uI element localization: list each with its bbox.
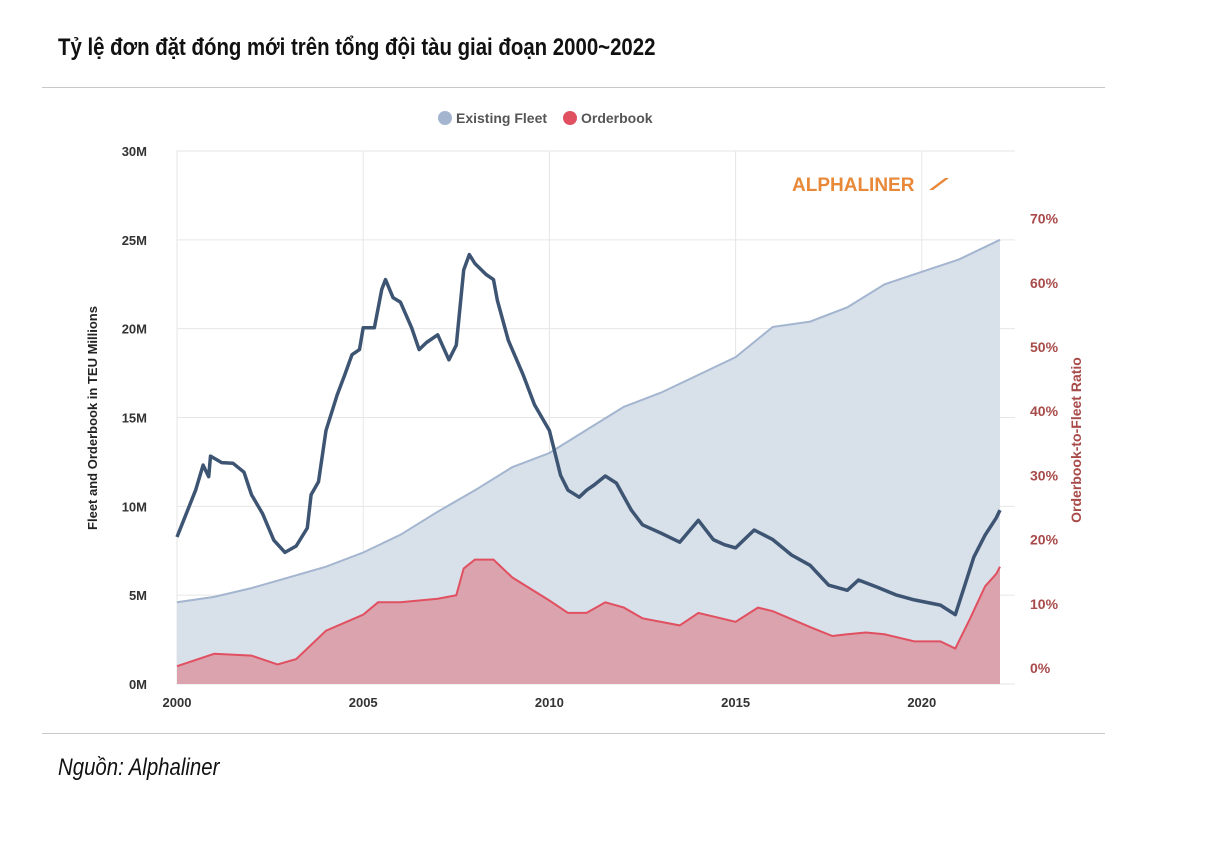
y-tick-label: 15M	[122, 411, 147, 426]
x-tick-label: 2005	[349, 695, 378, 710]
x-tick-label: 2015	[721, 695, 750, 710]
y2-tick-label: 40%	[1030, 403, 1059, 419]
legend-fleet-label: Existing Fleet	[456, 110, 547, 126]
bottom-divider	[42, 733, 1105, 734]
logo-swoosh-icon	[929, 178, 949, 190]
y-tick-label: 0M	[129, 677, 147, 692]
y2-tick-label: 30%	[1030, 467, 1059, 483]
legend-fleet-marker	[438, 111, 452, 125]
existing-fleet-area	[177, 239, 1000, 685]
existing-fleet-line	[176, 238, 1001, 604]
ratio-line	[175, 252, 1002, 617]
orderbook-line	[176, 558, 1001, 668]
y-tick-label: 30M	[122, 144, 147, 159]
orderbook-area	[177, 559, 1000, 684]
y-tick-label: 5M	[129, 588, 147, 603]
y2-tick-label: 70%	[1030, 211, 1059, 227]
source-note: Nguồn: Alphaliner	[58, 754, 220, 781]
y2-tick-label: 50%	[1030, 339, 1059, 355]
y-axis-title: Fleet and Orderbook in TEU Millions	[85, 306, 100, 530]
y2-tick-label: 0%	[1030, 660, 1051, 676]
y-tick-label: 25M	[122, 233, 147, 248]
top-divider	[42, 87, 1105, 88]
y2-tick-label: 60%	[1030, 275, 1059, 291]
y2-tick-label: 20%	[1030, 532, 1059, 548]
x-tick-label: 2010	[535, 695, 564, 710]
legend-orderbook-label: Orderbook	[581, 110, 653, 126]
alphaliner-logo: ALPHALINER	[792, 175, 915, 196]
page-title: Tỷ lệ đơn đặt đóng mới trên tổng đội tàu…	[58, 34, 656, 61]
y-tick-label: 20M	[122, 322, 147, 337]
x-tick-label: 2000	[163, 695, 192, 710]
x-tick-label: 2020	[907, 695, 936, 710]
legend-orderbook-marker	[563, 111, 577, 125]
y2-tick-label: 10%	[1030, 596, 1059, 612]
y2-axis-title: Orderbook-to-Fleet Ratio	[1068, 357, 1084, 523]
y-tick-label: 10M	[122, 499, 147, 514]
